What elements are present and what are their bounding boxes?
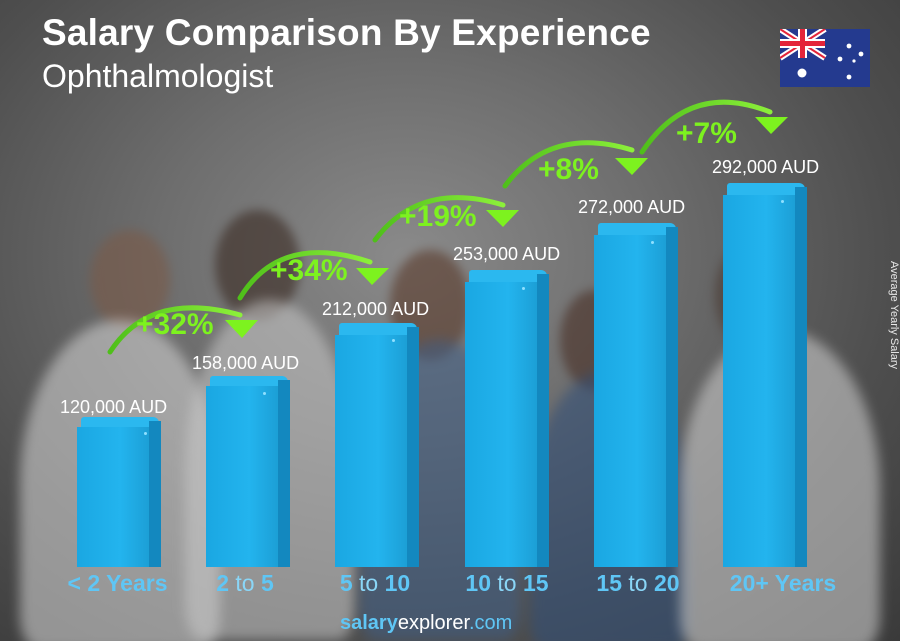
value-label-2: 212,000 AUD bbox=[322, 299, 430, 319]
australia-flag-icon bbox=[780, 29, 870, 87]
bar-1 bbox=[206, 376, 291, 567]
chart-title: Salary Comparison By Experience bbox=[42, 12, 651, 53]
arrow-icon bbox=[107, 99, 773, 355]
bar-3 bbox=[465, 270, 550, 567]
change-label-1: +34% bbox=[270, 254, 348, 287]
value-label-4: 272,000 AUD bbox=[578, 197, 686, 217]
category-label-1: 2 to 5 bbox=[216, 570, 274, 596]
bar-2 bbox=[335, 323, 420, 567]
value-label-1: 158,000 AUD bbox=[192, 353, 300, 373]
category-label-0: < 2 Years bbox=[67, 570, 168, 596]
y-axis-label: Average Yearly Salary bbox=[888, 260, 900, 370]
value-label-3: 253,000 AUD bbox=[453, 244, 561, 264]
category-label-4: 15 to 20 bbox=[596, 570, 680, 596]
brand-link[interactable]: salaryexplorer.com bbox=[340, 612, 513, 634]
bar-4 bbox=[594, 223, 679, 567]
bar-0 bbox=[77, 417, 162, 567]
change-label-4: +7% bbox=[676, 117, 737, 150]
chart-subtitle: Ophthalmologist bbox=[42, 58, 274, 94]
category-label-5: 20+ Years bbox=[729, 570, 837, 596]
category-label-2: 5 to 10 bbox=[339, 570, 411, 596]
change-label-0: +32% bbox=[136, 308, 214, 341]
bar-5 bbox=[723, 183, 808, 567]
category-label-3: 10 to 15 bbox=[465, 570, 549, 596]
value-label-5: 292,000 AUD bbox=[712, 157, 820, 177]
change-label-2: +19% bbox=[399, 200, 477, 233]
arrowhead-icon bbox=[225, 117, 788, 338]
change-label-3: +8% bbox=[538, 153, 599, 186]
value-label-0: 120,000 AUD bbox=[60, 397, 168, 417]
